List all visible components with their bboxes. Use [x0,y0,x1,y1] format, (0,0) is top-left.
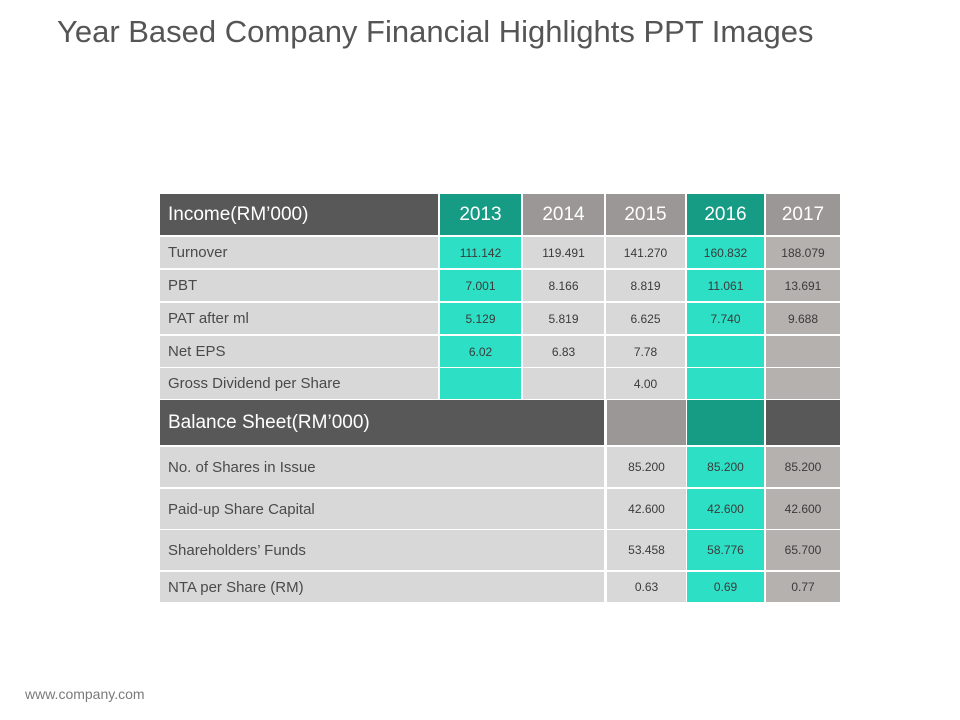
income-row-label: Gross Dividend per Share [160,368,438,399]
balance-value-cell: 85.200 [766,447,840,487]
balance-row-label: Shareholders’ Funds [160,530,604,570]
balance-row-label: No. of Shares in Issue [160,447,604,487]
income-value-cell: 160.832 [687,237,764,268]
balance-row-label: NTA per Share (RM) [160,572,604,602]
income-value-cell: 111.142 [440,237,521,268]
year-header-2015: 2015 [606,194,685,235]
income-value-cell: 7.78 [606,336,685,367]
balance-value-cell: 42.600 [607,489,686,529]
balance-year-2016-cell [687,400,764,445]
balance-value-cell: 85.200 [687,447,764,487]
income-value-cell: 8.166 [523,270,604,301]
balance-value-cell: 85.200 [607,447,686,487]
income-row-label: Net EPS [160,336,438,367]
income-value-cell [523,368,604,399]
balance-value-cell: 53.458 [607,530,686,570]
income-value-cell: 141.270 [606,237,685,268]
income-header: Income(RM’000) [160,194,438,235]
income-value-cell: 5.129 [440,303,521,334]
income-value-cell: 4.00 [606,368,685,399]
balance-row-label: Paid-up Share Capital [160,489,604,529]
year-header-2013: 2013 [440,194,521,235]
income-value-cell: 9.688 [766,303,840,334]
year-header-2017: 2017 [766,194,840,235]
balance-value-cell: 42.600 [687,489,764,529]
income-value-cell: 13.691 [766,270,840,301]
income-value-cell: 6.83 [523,336,604,367]
income-row-label: PBT [160,270,438,301]
balance-header: Balance Sheet(RM’000) [160,400,604,445]
income-value-cell: 7.740 [687,303,764,334]
income-value-cell [766,368,840,399]
income-value-cell: 6.02 [440,336,521,367]
year-header-2014: 2014 [523,194,604,235]
income-value-cell: 7.001 [440,270,521,301]
balance-value-cell: 0.63 [607,572,686,602]
income-value-cell [440,368,521,399]
balance-value-cell: 58.776 [687,530,764,570]
income-row-label: Turnover [160,237,438,268]
page-title: Year Based Company Financial Highlights … [57,14,813,50]
income-value-cell: 119.491 [523,237,604,268]
balance-value-cell: 0.69 [687,572,764,602]
income-value-cell: 5.819 [523,303,604,334]
balance-value-cell: 0.77 [766,572,840,602]
income-value-cell: 8.819 [606,270,685,301]
income-value-cell [687,336,764,367]
balance-year-2015-cell [607,400,686,445]
income-value-cell: 188.079 [766,237,840,268]
income-value-cell [687,368,764,399]
balance-value-cell: 42.600 [766,489,840,529]
balance-value-cell: 65.700 [766,530,840,570]
income-value-cell [766,336,840,367]
income-row-label: PAT after ml [160,303,438,334]
year-header-2016: 2016 [687,194,764,235]
balance-year-2017-cell [766,400,840,445]
income-value-cell: 11.061 [687,270,764,301]
income-value-cell: 6.625 [606,303,685,334]
footer-url: www.company.com [25,686,145,702]
